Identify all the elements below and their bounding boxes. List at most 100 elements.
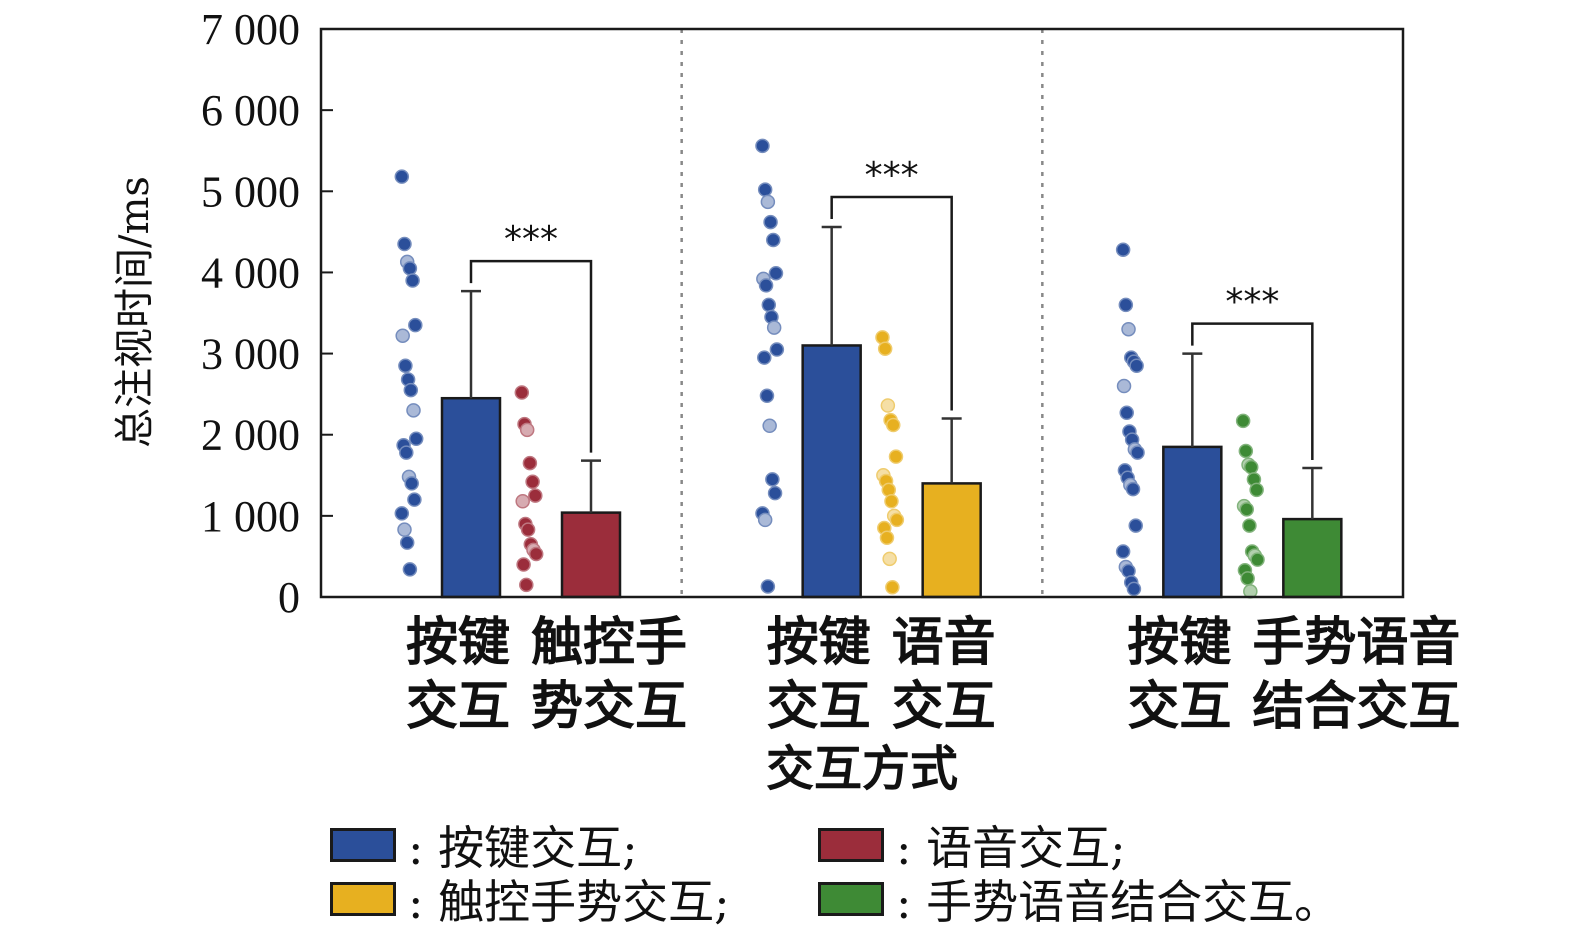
data-point (402, 562, 418, 577)
data-point (402, 261, 418, 276)
bar-chart: 0 1 000 2 000 3 000 4 000 5 000 6 000 7 000 ***… (112, 5, 1460, 797)
data-point (397, 236, 412, 252)
data-point (1250, 552, 1265, 567)
category-label: 交互 (892, 676, 996, 737)
group-dividers (680, 29, 1044, 597)
y-axis-label: 总注视时间/ms (112, 176, 158, 448)
data-point (885, 580, 900, 595)
y-tick-label: 1 000 (201, 492, 300, 541)
data-point (768, 265, 784, 281)
legend-swatch-gesture-voice (818, 882, 884, 916)
legend-swatch-touch-gesture (330, 882, 396, 916)
category-label: 按键 (767, 612, 871, 673)
category-label: 交互 (1127, 676, 1231, 737)
data-point (766, 232, 781, 248)
data-point (1116, 378, 1132, 394)
legend-swatch-keypad (330, 828, 396, 862)
bars (440, 344, 1343, 599)
data-point (879, 530, 895, 546)
data-point (398, 358, 413, 373)
data-point (522, 455, 538, 471)
legend-item-touch-gesture: : 触控手势交互; (330, 866, 730, 932)
data-point (405, 273, 420, 288)
data-point (515, 494, 530, 509)
legend-item-gesture-voice: : 手势语音结合交互。 (818, 866, 1340, 932)
legend-label-gesture-voice: : 手势语音结合交互。 (896, 875, 1341, 929)
data-point (760, 579, 776, 594)
data-point (1115, 544, 1131, 559)
category-label: 势交互 (531, 676, 687, 737)
data-point (519, 577, 534, 593)
data-point (399, 535, 415, 550)
data-point (394, 169, 410, 184)
error-bars (461, 225, 1323, 520)
y-tick-label: 6 000 (201, 86, 300, 135)
data-point (1235, 413, 1251, 429)
data-point (763, 214, 778, 230)
legend-label-touch-gesture: : 触控手势交互; (408, 875, 730, 929)
data-point (1119, 405, 1134, 421)
data-point (528, 488, 543, 503)
significance-stars: *** (1225, 282, 1279, 323)
significance-bracket (469, 259, 593, 453)
data-point (1129, 358, 1144, 373)
data-points (394, 138, 1265, 599)
data-point (884, 494, 899, 509)
data-point (760, 194, 776, 210)
bar (1162, 445, 1223, 599)
data-point (755, 138, 770, 154)
bar (1282, 517, 1343, 599)
bar (921, 482, 982, 599)
data-point (758, 278, 774, 293)
data-point (394, 506, 410, 521)
data-point (1128, 518, 1143, 533)
plot-frame (319, 27, 1405, 599)
data-point (888, 449, 904, 464)
bar (440, 396, 502, 599)
data-point (516, 557, 531, 572)
bar (801, 344, 862, 599)
data-point (1240, 571, 1255, 586)
data-point (877, 341, 893, 356)
significance-bracket (1191, 322, 1314, 460)
data-point (528, 546, 544, 562)
y-tick-label: 3 000 (201, 330, 300, 379)
data-point (519, 422, 535, 438)
data-point (761, 297, 777, 313)
data-point (757, 182, 773, 197)
data-point (757, 512, 773, 528)
data-point (406, 403, 421, 418)
data-point (1243, 459, 1259, 475)
data-point (889, 512, 905, 528)
legend-label-keypad: : 按键交互; (408, 821, 638, 875)
data-point (1121, 321, 1136, 337)
legend-label-voice: : 语音交互; (896, 821, 1126, 875)
bar (560, 511, 622, 599)
data-point (408, 431, 424, 447)
data-point (407, 492, 422, 507)
data-point (1238, 443, 1254, 459)
category-label: 语音 (892, 612, 996, 673)
y-tick-label: 4 000 (201, 248, 300, 297)
category-label: 结合交互 (1252, 676, 1460, 737)
category-label: 手势语音 (1252, 612, 1460, 673)
data-point (1249, 482, 1264, 498)
data-point (399, 445, 414, 460)
data-point (395, 328, 410, 343)
legend-item-keypad: : 按键交互; (330, 812, 638, 878)
data-point (765, 472, 780, 487)
data-point (880, 398, 896, 413)
data-point (762, 418, 777, 434)
data-point (882, 551, 897, 567)
category-label: 交互 (406, 676, 510, 737)
legend: : 按键交互; : 语音交互; : 触控手势交互; : 手势语音结合交互。 (330, 806, 1430, 929)
data-point (520, 522, 536, 537)
data-point (757, 350, 772, 365)
data-point (767, 485, 783, 501)
data-point (403, 382, 419, 398)
y-tick-label: 2 000 (201, 411, 300, 460)
data-point (1239, 502, 1254, 517)
data-point (525, 474, 540, 490)
data-point (514, 385, 530, 400)
